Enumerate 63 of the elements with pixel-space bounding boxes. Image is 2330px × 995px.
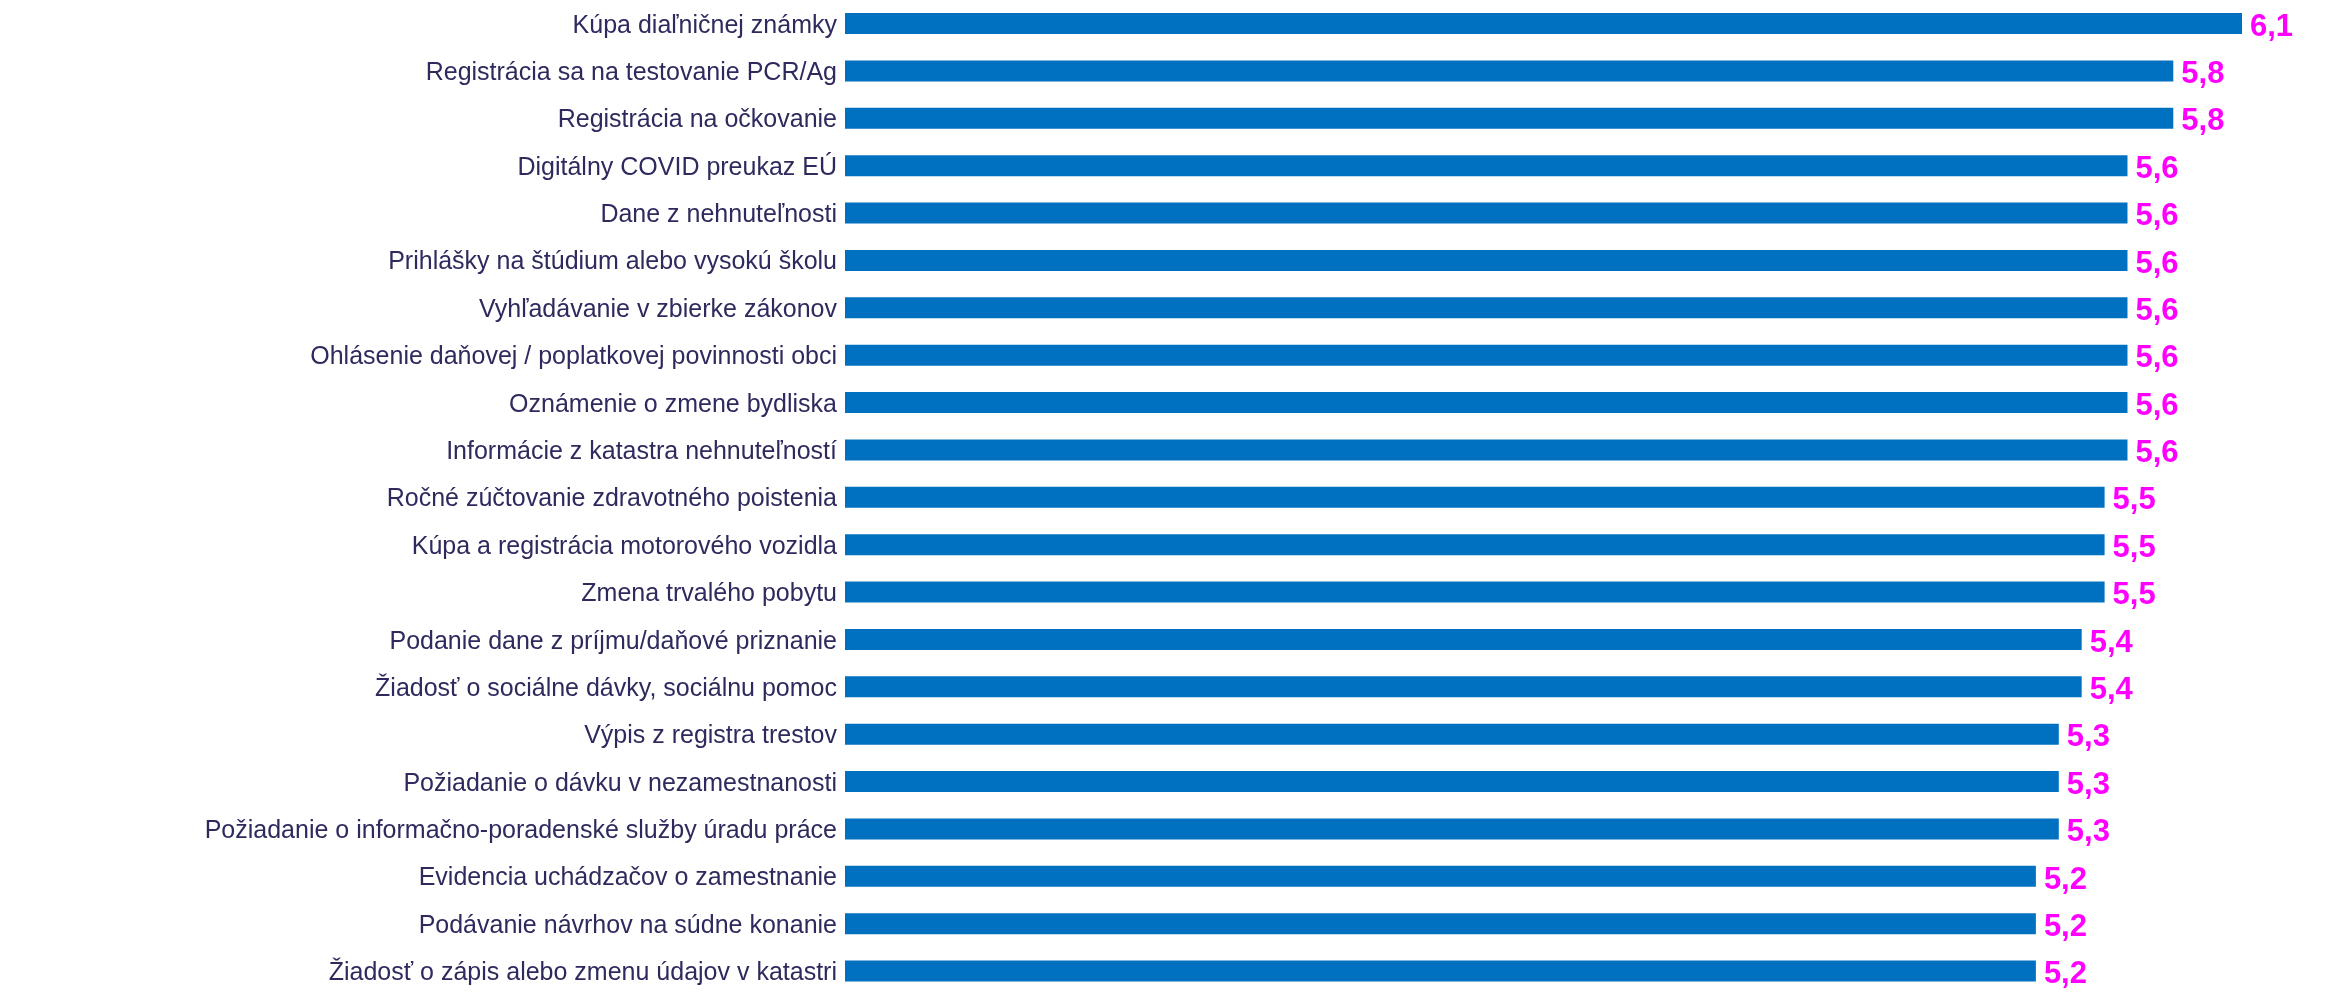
y-tick-label: Požiadanie o dávku v nezamestnanosti: [403, 767, 837, 796]
y-tick-label: Registrácia na očkovanie: [557, 104, 837, 133]
data-label: 5,6: [2135, 386, 2179, 422]
bar: [845, 628, 2082, 650]
y-tick-label: Oznámenie o zmene bydliska: [509, 388, 838, 417]
bar: [845, 960, 2036, 982]
data-label: 5,6: [2135, 149, 2179, 185]
y-tick-label: Digitálny COVID preukaz EÚ: [517, 151, 837, 180]
y-tick-label: Podanie dane z príjmu/daňové priznanie: [389, 625, 837, 654]
y-tick-label: Kúpa a registrácia motorového vozidla: [411, 530, 838, 559]
data-label: 5,4: [2089, 671, 2134, 707]
y-tick-label: Zmena trvalého pobytu: [581, 578, 837, 607]
bar: [845, 13, 2242, 34]
data-label: 5,5: [2112, 528, 2156, 564]
bar: [845, 865, 2036, 887]
bar: [845, 202, 2128, 224]
bar: [845, 439, 2128, 461]
bar: [845, 771, 2059, 793]
y-tick-label: Evidencia uchádzačov o zamestnanie: [418, 862, 837, 891]
bar: [845, 913, 2036, 935]
data-label: 5,6: [2135, 197, 2179, 233]
bar: [845, 676, 2082, 698]
y-tick-label: Vyhľadávanie v zbierke zákonov: [479, 293, 838, 322]
data-label: 5,2: [2043, 907, 2087, 943]
data-label: 5,5: [2112, 481, 2156, 517]
y-tick-label: Informácie z katastra nehnuteľností: [446, 435, 838, 464]
y-tick-label: Žiadosť o sociálne dávky, sociálnu pomoc: [375, 672, 837, 701]
y-tick-label: Prihlášky na štúdium alebo vysokú školu: [388, 246, 837, 275]
data-label: 5,5: [2112, 576, 2156, 612]
y-tick-label: Registrácia sa na testovanie PCR/Ag: [425, 56, 837, 85]
y-tick-label: Ročné zúčtovanie zdravotného poistenia: [386, 483, 838, 512]
bar: [845, 107, 2174, 129]
y-tick-label: Požiadanie o informačno-poradenské služby úradu práce: [204, 815, 837, 844]
data-label: 5,6: [2135, 339, 2179, 375]
y-tick-label: Kúpa diaľničnej známky: [572, 9, 838, 38]
data-label: 5,2: [2043, 955, 2087, 991]
bar: [845, 297, 2128, 319]
bar: [845, 249, 2128, 271]
data-label: 5,6: [2135, 291, 2179, 327]
data-label: 5,3: [2066, 813, 2110, 849]
bar: [845, 60, 2174, 82]
data-label: 5,6: [2135, 244, 2179, 280]
y-tick-label: Výpis z registra trestov: [584, 720, 838, 749]
bar: [845, 392, 2128, 414]
bar: [845, 723, 2059, 745]
data-label: 5,3: [2066, 765, 2110, 801]
bar: [845, 344, 2128, 366]
data-label: 5,4: [2089, 623, 2134, 659]
data-label: 5,3: [2066, 718, 2110, 754]
data-label: 5,8: [2181, 102, 2225, 138]
bar: [845, 155, 2128, 177]
bar: [845, 818, 2059, 840]
data-label: 5,2: [2043, 860, 2087, 896]
y-tick-label: Žiadosť o zápis alebo zmenu údajov v katastri: [328, 957, 837, 986]
bar: [845, 534, 2105, 556]
y-tick-label: Ohlásenie daňovej / poplatkovej povinnosti obci: [310, 341, 837, 370]
bar: [845, 486, 2105, 508]
data-label: 6,1: [2250, 7, 2294, 43]
data-label: 5,8: [2181, 55, 2225, 91]
y-tick-label: Dane z nehnuteľnosti: [600, 199, 837, 228]
data-label: 5,6: [2135, 434, 2179, 470]
y-tick-label: Podávanie návrhov na súdne konanie: [418, 909, 837, 938]
bar: [845, 581, 2105, 603]
